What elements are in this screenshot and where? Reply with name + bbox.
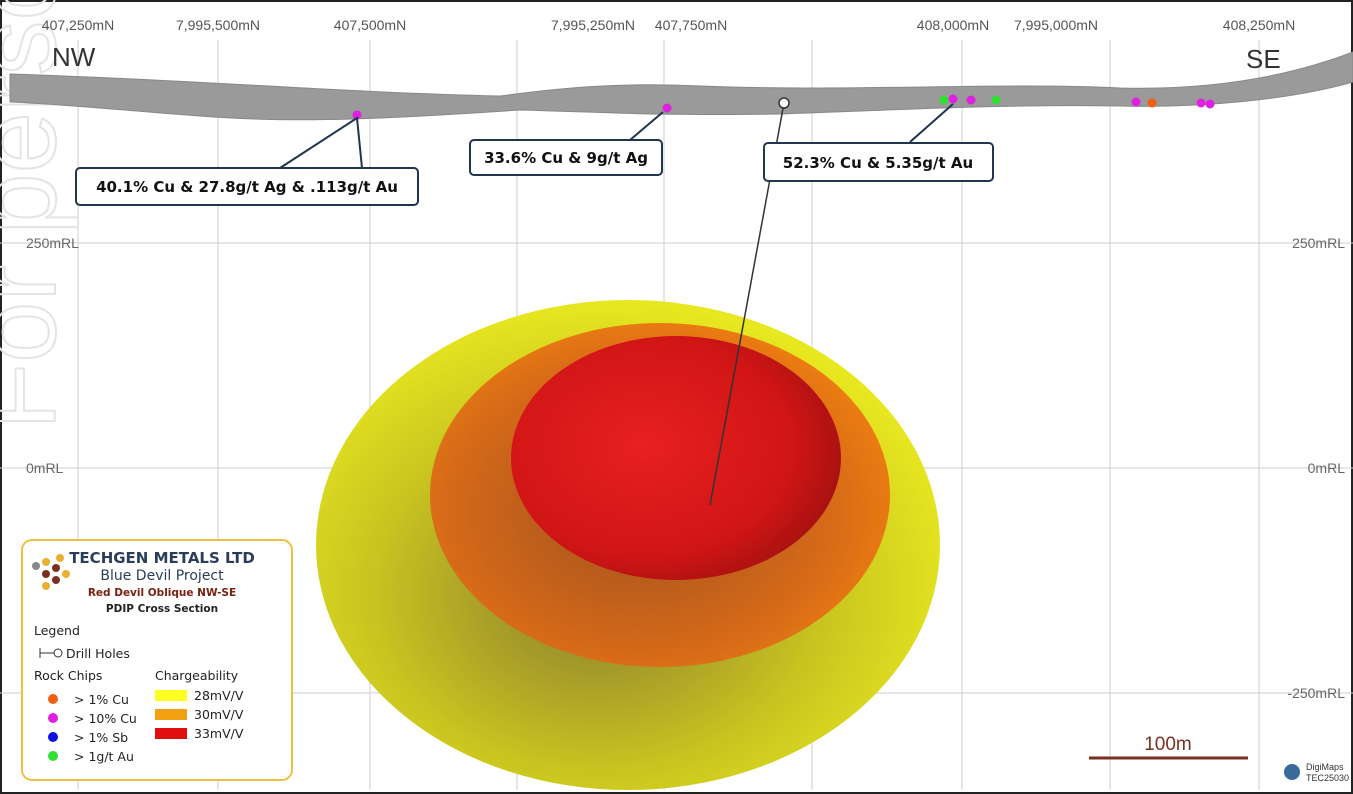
drill-holes: Drill Holes — [66, 646, 130, 661]
credit-logo — [1284, 764, 1300, 780]
callout: 40.1% Cu & 27.8g/t Ag & .113g/t Au — [96, 178, 398, 196]
company: TECHGEN METALS LTD — [69, 549, 255, 567]
northing: 408,250mN — [1223, 17, 1295, 33]
level: 0mRL — [26, 460, 64, 476]
northing: 407,500mN — [334, 17, 406, 33]
level: 0mRL — [1308, 460, 1346, 476]
topography — [9, 51, 1353, 121]
legend-item: > 1% Cu — [74, 692, 129, 707]
legend-item: 28mV/V — [194, 688, 244, 703]
legend: TECHGEN METALS LTD Blue Devil Project Re… — [21, 539, 293, 781]
legend-item: 33mV/V — [194, 726, 244, 741]
northing: 7,995,500mN — [176, 17, 260, 33]
northing: 7,995,000mN — [1014, 17, 1098, 33]
project: Blue Devil Project — [100, 568, 224, 584]
level: -250mRL — [1287, 685, 1345, 701]
section: Red Devil Oblique NW-SE — [88, 587, 236, 599]
direction-se: SE — [1246, 44, 1281, 74]
credit-code: TEC25030 — [1306, 773, 1349, 783]
northing: 407,750mN — [655, 17, 727, 33]
legend-item: > 10% Cu — [74, 711, 137, 726]
watermark: For personal use only — [0, 0, 79, 430]
chargeability-title: Chargeability — [155, 668, 239, 683]
subtitle: PDIP Cross Section — [106, 603, 218, 615]
legend-item: 30mV/V — [194, 707, 244, 722]
northing: 407,250mN — [42, 17, 114, 33]
samples — [352, 94, 1215, 120]
credit-brand: DigiMaps — [1306, 762, 1344, 772]
logo — [32, 554, 70, 590]
level: 250mRL — [1292, 235, 1345, 251]
northing: 408,000mN — [917, 17, 989, 33]
callout: 52.3% Cu & 5.35g/t Au — [783, 154, 973, 172]
legend-item: > 1% Sb — [74, 730, 128, 745]
northing: 7,995,250mN — [551, 17, 635, 33]
callout: 33.6% Cu & 9g/t Ag — [484, 149, 648, 167]
northing-labels: 407,250mN 7,995,500mN 407,500mN 7,995,25… — [42, 17, 1295, 33]
legend-item: > 1g/t Au — [74, 749, 134, 764]
scale-label: 100m — [1144, 734, 1192, 755]
shell-33 — [511, 336, 841, 580]
rock-chips-title: Rock Chips — [34, 668, 102, 683]
level-labels: 250mRL 0mRL 250mRL 0mRL -250mRL — [26, 235, 1345, 701]
level: 250mRL — [26, 235, 79, 251]
leaders — [279, 103, 954, 169]
callouts: 40.1% Cu & 27.8g/t Ag & .113g/t Au 33.6%… — [75, 139, 994, 206]
direction-nw: NW — [52, 42, 96, 72]
legend-heading: Legend — [34, 623, 80, 638]
